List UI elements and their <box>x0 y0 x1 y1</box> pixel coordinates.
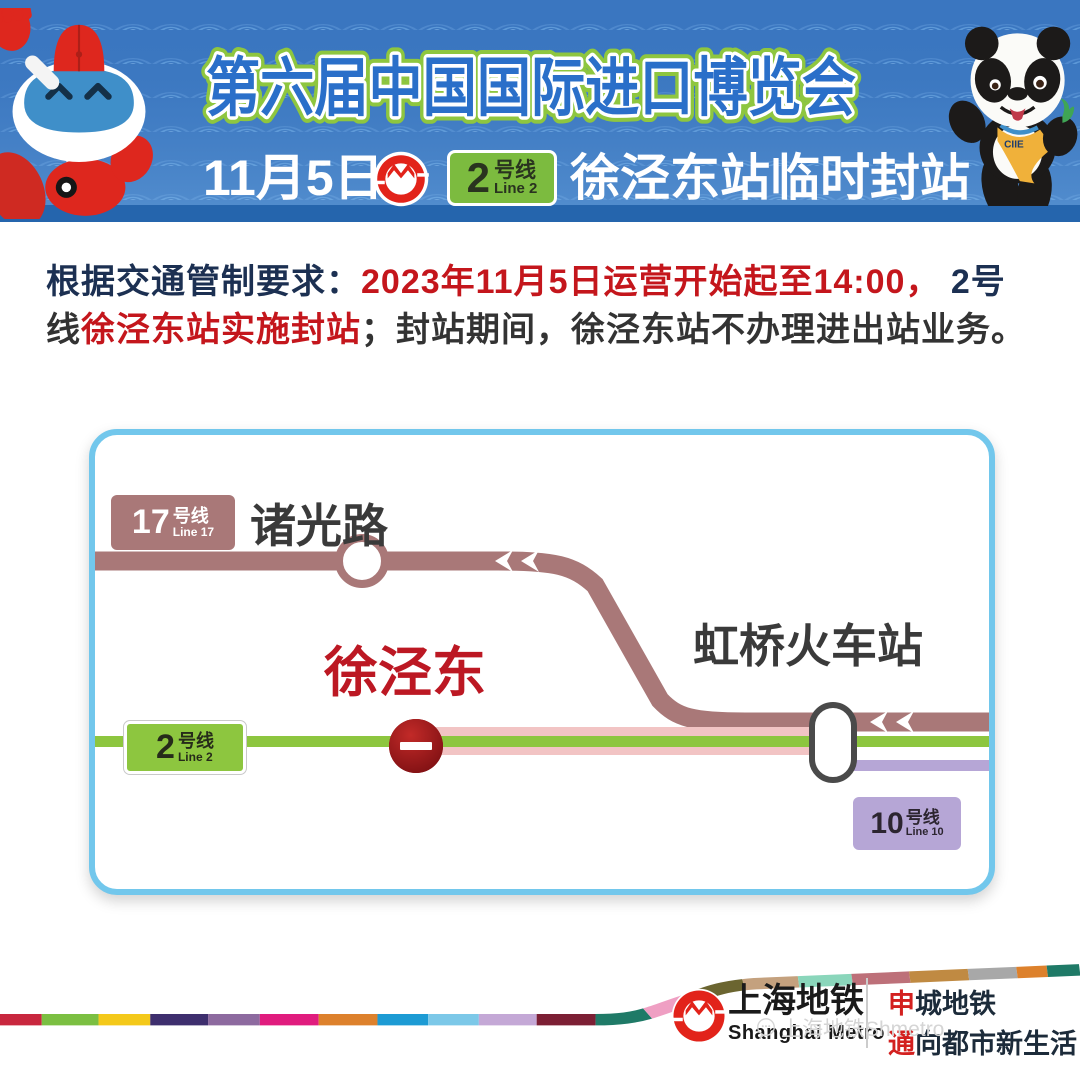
svg-text:徐泾东: 徐泾东 <box>323 643 486 703</box>
svg-text:CIIE: CIIE <box>1004 140 1024 151</box>
svg-text:第六届中国国际进口博览会: 第六届中国国际进口博览会 <box>206 52 856 124</box>
